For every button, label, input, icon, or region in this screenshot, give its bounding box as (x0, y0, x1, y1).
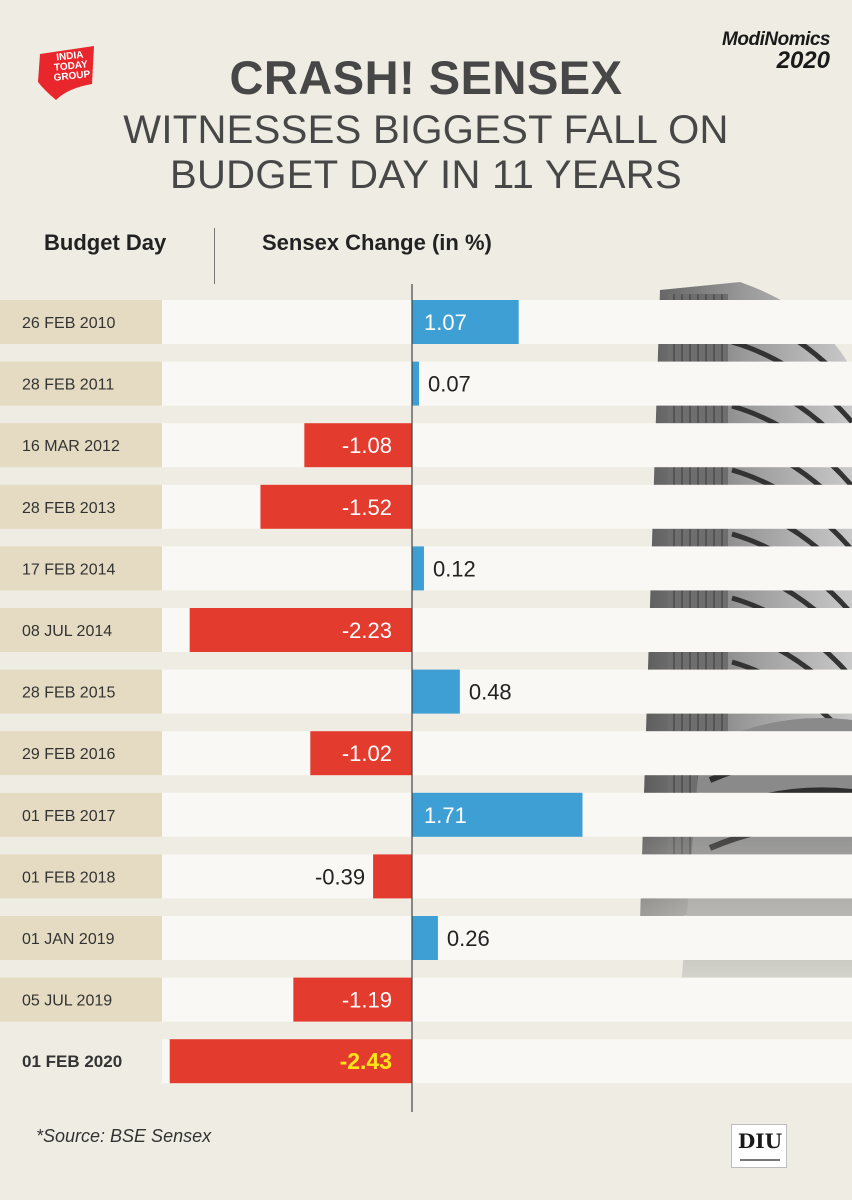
bar-negative (169, 1039, 412, 1084)
bar-negative (260, 484, 412, 529)
row-track (160, 916, 852, 960)
bar-positive (412, 361, 419, 406)
date-label: 01 FEB 2018 (22, 869, 116, 886)
date-label: 01 JAN 2019 (22, 931, 115, 948)
date-cell (0, 977, 162, 1022)
diu-badge: DIU (731, 1124, 787, 1168)
date-label: 01 FEB 2017 (22, 808, 116, 825)
date-cell (0, 484, 162, 529)
bar-positive (412, 669, 460, 714)
bar-negative (189, 608, 412, 652)
date-cell (0, 1039, 162, 1084)
date-cell (0, 731, 162, 776)
column-header-divider (214, 228, 215, 284)
column-header-budget-day: Budget Day (44, 230, 167, 255)
data-label: -2.43 (340, 1048, 392, 1074)
row-track (160, 977, 852, 1022)
bar-positive (412, 300, 519, 344)
data-label: -1.52 (342, 495, 392, 520)
data-label: -1.08 (342, 433, 392, 458)
india-today-logo (34, 44, 100, 102)
date-cell (0, 916, 162, 960)
data-label: -1.19 (342, 988, 392, 1013)
headline-line-3: BUDGET DAY IN 11 YEARS (170, 153, 682, 197)
date-label: 05 JUL 2019 (22, 993, 112, 1010)
data-label: -2.23 (342, 618, 392, 643)
date-label: 08 JUL 2014 (22, 623, 112, 640)
diu-badge-text: DIU (737, 1129, 783, 1153)
data-label: -0.39 (315, 864, 365, 889)
bar-negative (293, 977, 412, 1022)
date-label: 26 FEB 2010 (22, 315, 116, 332)
date-label: 29 FEB 2016 (22, 746, 116, 763)
bar-positive (412, 792, 583, 837)
date-label: 16 MAR 2012 (22, 438, 120, 455)
headline-line-1: CRASH! SENSEX (229, 51, 623, 104)
column-header-sensex-change: Sensex Change (in %) (262, 230, 492, 255)
date-cell (0, 792, 162, 837)
data-label: 0.26 (447, 926, 490, 951)
date-cell (0, 361, 162, 406)
date-cell (0, 546, 162, 591)
row-track (160, 546, 852, 591)
row-track (160, 423, 852, 468)
series-year: 2020 (776, 47, 830, 74)
date-label: 28 FEB 2011 (22, 377, 114, 394)
row-track (160, 669, 852, 714)
modinomics-logo: ModiNomics 2020 (722, 29, 830, 74)
data-label: 0.48 (469, 680, 512, 705)
row-track (160, 361, 852, 406)
date-cell (0, 608, 162, 652)
diu-badge-underline (740, 1159, 780, 1161)
bar-positive (412, 916, 438, 960)
data-label: 1.07 (424, 310, 467, 335)
bar-positive (412, 546, 424, 591)
date-cell (0, 669, 162, 714)
date-cell (0, 423, 162, 468)
data-label: 0.12 (433, 556, 476, 581)
data-label: -1.02 (342, 741, 392, 766)
row-track (160, 731, 852, 776)
date-label: 28 FEB 2015 (22, 685, 116, 702)
source-note: *Source: BSE Sensex (36, 1126, 212, 1146)
logo-badge-shape (38, 46, 94, 100)
series-name: ModiNomics (722, 29, 830, 50)
bar-negative (304, 423, 412, 468)
bar-negative (310, 731, 412, 776)
bar-negative (373, 854, 412, 899)
date-label: 28 FEB 2013 (22, 500, 116, 517)
data-label: 0.07 (428, 372, 471, 397)
date-cell (0, 854, 162, 899)
date-label: 01 FEB 2020 (22, 1052, 122, 1071)
date-cell (0, 300, 162, 344)
data-label: 1.71 (424, 803, 467, 828)
date-label: 17 FEB 2014 (22, 561, 116, 578)
headline-line-2: WITNESSES BIGGEST FALL ON (123, 108, 729, 152)
row-track (160, 854, 852, 899)
